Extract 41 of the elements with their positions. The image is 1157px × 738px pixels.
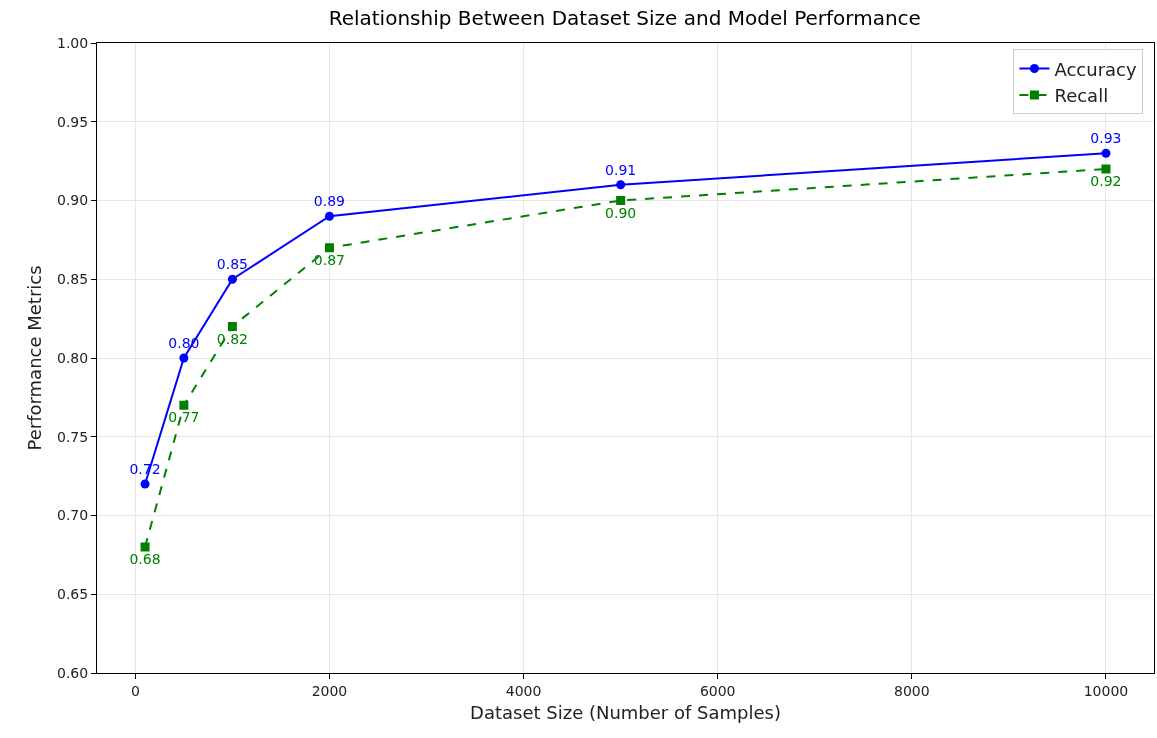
point <box>140 479 150 489</box>
data-label: 0.90 <box>605 204 637 221</box>
y-tick-label: 0.60 <box>57 664 89 681</box>
x-tick-label: 8000 <box>894 682 930 699</box>
point <box>227 274 237 284</box>
x-axis-title: Dataset Size (Number of Samples) <box>470 701 781 723</box>
point <box>1101 164 1111 174</box>
data-label: 0.68 <box>129 551 161 568</box>
y-tick-label: 0.85 <box>57 271 89 288</box>
data-label: 0.92 <box>1090 173 1122 190</box>
point <box>324 211 334 221</box>
x-tick-label: 10000 <box>1083 682 1129 699</box>
point <box>616 180 626 190</box>
data-label: 0.77 <box>168 409 200 426</box>
point <box>324 243 334 253</box>
y-tick-label: 0.70 <box>57 507 89 524</box>
y-tick-label: 1.00 <box>57 34 89 51</box>
x-tick-label: 6000 <box>699 682 736 699</box>
point <box>616 196 626 205</box>
y-tick-label: 0.95 <box>57 113 89 130</box>
y-tick-label: 0.80 <box>57 349 89 366</box>
point <box>1101 148 1111 158</box>
chart-title: Relationship Between Dataset Size and Model Performance <box>328 6 921 31</box>
data-label: 0.93 <box>1090 130 1122 147</box>
x-tick-label: 2000 <box>311 682 348 699</box>
data-label: 0.87 <box>313 251 346 268</box>
point <box>179 353 189 363</box>
point <box>227 322 237 331</box>
point <box>140 542 150 552</box>
x-tick-label: 4000 <box>505 682 542 699</box>
data-label: 0.91 <box>605 161 637 178</box>
y-tick-label: 0.65 <box>57 586 89 603</box>
point <box>179 400 189 410</box>
y-axis-title: Performance Metrics <box>24 265 46 451</box>
y-tick-label: 0.75 <box>57 428 89 445</box>
y-tick-label: 0.90 <box>57 192 89 209</box>
data-label: 0.85 <box>216 256 248 273</box>
data-label: 0.89 <box>313 193 346 210</box>
legend-label: Recall <box>1054 84 1109 106</box>
x-tick-label: 0 <box>130 682 140 699</box>
legend-label: Accuracy <box>1054 58 1137 80</box>
